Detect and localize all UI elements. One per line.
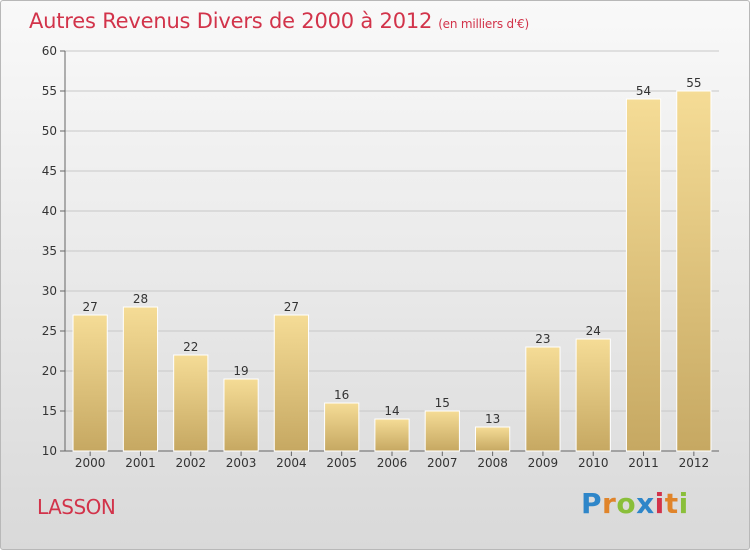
y-tick-label: 10 xyxy=(42,444,57,458)
chart-title: Autres Revenus Divers de 2000 à 2012 (en … xyxy=(29,9,529,33)
logo-letter: P xyxy=(581,487,603,520)
x-tick-label: 2011 xyxy=(628,456,659,470)
x-tick-label: 2007 xyxy=(427,456,458,470)
x-tick-label: 2010 xyxy=(578,456,609,470)
bar xyxy=(475,426,511,452)
bar-value-label: 14 xyxy=(384,404,399,418)
y-tick-label: 60 xyxy=(42,44,57,58)
y-tick-label: 55 xyxy=(42,84,57,98)
y-tick-label: 15 xyxy=(42,404,57,418)
y-tick-label: 20 xyxy=(42,364,57,378)
chart-title-text: Autres Revenus Divers de 2000 à 2012 xyxy=(29,9,433,33)
bars xyxy=(72,90,712,452)
bar xyxy=(424,410,460,452)
x-tick-label: 2002 xyxy=(175,456,206,470)
bar xyxy=(575,338,611,452)
logo-letter: r xyxy=(602,487,617,520)
x-tick-label: 2012 xyxy=(679,456,710,470)
x-tick-label: 2005 xyxy=(326,456,357,470)
bar-value-label: 28 xyxy=(133,292,148,306)
bar xyxy=(122,306,159,452)
logo-letter: t xyxy=(664,487,679,520)
bar xyxy=(676,90,712,452)
bar xyxy=(525,346,561,452)
bar-value-label: 27 xyxy=(83,300,98,314)
bar-value-label: 15 xyxy=(435,396,450,410)
x-tick-label: 2003 xyxy=(226,456,257,470)
x-tick-label: 2008 xyxy=(477,456,508,470)
y-tick-label: 30 xyxy=(42,284,57,298)
bar-value-label: 23 xyxy=(535,332,550,346)
bar xyxy=(173,354,209,452)
bar-value-label: 19 xyxy=(233,364,248,378)
y-tick-label: 25 xyxy=(42,324,57,338)
x-tick-label: 2006 xyxy=(377,456,408,470)
bar xyxy=(72,314,108,452)
bar-value-label: 24 xyxy=(586,324,601,338)
labels: 27 2000 28 2001 22 2002 19 2003 27 2004 16 2005 14 20… xyxy=(75,76,709,470)
bar-value-label: 16 xyxy=(334,388,349,402)
bar xyxy=(374,418,410,452)
x-tick-label: 2001 xyxy=(125,456,156,470)
commune-name: LASSON xyxy=(37,495,116,519)
y-tick-label: 40 xyxy=(42,204,57,218)
bar-value-label: 54 xyxy=(636,84,651,98)
bar-value-label: 55 xyxy=(686,76,701,90)
y-tick-label: 35 xyxy=(42,244,57,258)
proxiti-logo: Proxiti xyxy=(581,487,689,520)
logo-letter: o xyxy=(616,487,637,520)
bar xyxy=(324,402,360,452)
logo-letter: i xyxy=(654,487,665,520)
y-tick-label: 50 xyxy=(42,124,57,138)
bar-value-label: 13 xyxy=(485,412,500,426)
x-tick-label: 2004 xyxy=(276,456,307,470)
bar-value-label: 27 xyxy=(284,300,299,314)
bar xyxy=(625,98,662,452)
x-tick-label: 2009 xyxy=(528,456,559,470)
logo-letter: x xyxy=(636,487,655,520)
logo-letter: i xyxy=(678,487,689,520)
y-tick-label: 45 xyxy=(42,164,57,178)
bar xyxy=(273,314,309,452)
bar-value-label: 22 xyxy=(183,340,198,354)
grid-lines xyxy=(65,50,719,452)
bar xyxy=(223,378,259,452)
x-tick-label: 2000 xyxy=(75,456,106,470)
chart-subtitle: (en milliers d'€) xyxy=(438,17,529,31)
